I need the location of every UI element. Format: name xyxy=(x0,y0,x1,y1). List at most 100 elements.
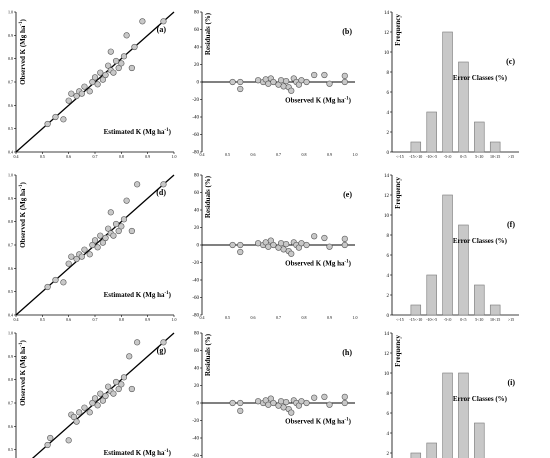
data-point xyxy=(120,374,128,381)
data-point xyxy=(139,18,146,25)
data-point xyxy=(78,253,85,260)
data-point xyxy=(283,399,290,406)
data-point xyxy=(120,53,128,60)
data-point xyxy=(94,244,101,251)
data-point xyxy=(110,69,117,76)
y-tick-label: 0.7 xyxy=(8,243,13,248)
data-point xyxy=(65,437,72,444)
data-point xyxy=(115,227,122,235)
x-tick-label: >15 xyxy=(508,317,514,322)
y-tick-label: 8 xyxy=(387,234,390,239)
data-point xyxy=(76,409,83,416)
data-point xyxy=(270,78,277,86)
data-point xyxy=(102,71,109,79)
y-tick-label: 1.0 xyxy=(8,10,13,15)
x-tick-label: 0.6 xyxy=(66,317,71,322)
data-point xyxy=(237,399,244,407)
y-tick-label: -20 xyxy=(192,419,199,424)
data-point xyxy=(134,181,141,188)
data-point xyxy=(97,390,104,397)
y-axis-label: Observed K (Mg ha-1) xyxy=(19,18,27,84)
y-tick-label: 14 xyxy=(384,332,390,337)
panel-label: (c) xyxy=(506,57,515,66)
data-point xyxy=(326,80,333,87)
panel-label: (f) xyxy=(507,220,515,229)
x-tick-label: 1.0 xyxy=(353,152,358,157)
y-tick-label: 0 xyxy=(387,151,390,156)
x-tick-label: 0.9 xyxy=(327,152,332,157)
y-tick-label: 0.6 xyxy=(8,424,13,429)
y-tick-label: 20 xyxy=(194,63,200,68)
y-tick-label: 12 xyxy=(384,194,390,199)
x-axis-label: Estimated K (Mg ha-1) xyxy=(104,291,172,299)
y-tick-label: 14 xyxy=(384,174,390,179)
bar xyxy=(410,141,422,153)
x-axis-label: Observed K (Mg ha-1) xyxy=(285,97,351,105)
bar xyxy=(458,224,469,316)
y-tick-label: 0.8 xyxy=(8,377,13,382)
x-axis-label: Estimated K (Mg ha-1) xyxy=(104,128,172,136)
panel-label: (i) xyxy=(507,378,515,387)
x-tick-label: 0.7 xyxy=(276,315,281,320)
data-point xyxy=(341,78,348,86)
y-tick-label: -60 xyxy=(192,454,199,458)
data-point xyxy=(123,197,130,204)
y-axis-label: Frequency xyxy=(394,177,402,209)
data-point xyxy=(128,385,135,393)
panel-c: 0 2 4 6 8 10 12 14 <-15 -15<-10 -10<-5 -5<0 0<5 5<10 1… xyxy=(384,11,519,159)
data-point xyxy=(126,353,133,360)
data-point xyxy=(283,78,290,85)
y-tick-label: 4 xyxy=(387,432,390,437)
y-tick-label: 0.4 xyxy=(8,150,13,155)
y-tick-label: -40 xyxy=(192,279,199,284)
y-tick-label: 20 xyxy=(194,226,200,231)
y-tick-label: 0.8 xyxy=(8,219,13,224)
y-tick-label: 1.0 xyxy=(8,331,13,336)
x-tick-label: 0.7 xyxy=(276,152,281,157)
y-tick-label: 10 xyxy=(384,51,390,56)
x-tick-label: -15<-10 xyxy=(409,317,422,322)
data-point xyxy=(280,83,287,90)
y-tick-label: 0.5 xyxy=(8,126,13,131)
x-tick-label: 0.4 xyxy=(200,315,205,320)
y-tick-label: 2 xyxy=(387,294,390,299)
bar xyxy=(426,111,437,153)
x-tick-label: 0.9 xyxy=(145,317,150,322)
y-tick-label: -80 xyxy=(192,151,199,156)
y-tick-label: 10 xyxy=(384,214,390,219)
data-point xyxy=(97,232,104,239)
data-point xyxy=(160,339,167,346)
bar xyxy=(410,304,422,316)
y-tick-label: 2 xyxy=(387,131,390,136)
data-point xyxy=(265,80,272,87)
data-point xyxy=(78,90,85,97)
data-point xyxy=(237,241,244,249)
y-tick-label: 1.0 xyxy=(8,173,13,178)
x-tick-label: 0.6 xyxy=(251,152,256,157)
data-point xyxy=(120,216,128,223)
y-tick-label: 60 xyxy=(194,28,200,33)
data-point xyxy=(321,234,328,242)
data-point xyxy=(97,69,104,76)
y-tick-label: -40 xyxy=(192,116,199,121)
y-tick-label: 8 xyxy=(387,392,390,397)
data-point xyxy=(283,241,290,248)
data-point xyxy=(280,404,287,411)
data-point xyxy=(89,241,96,249)
x-tick-label: 0.6 xyxy=(66,154,71,159)
data-point xyxy=(44,120,51,128)
bar xyxy=(474,284,485,316)
x-axis-label: Error Classes (%) xyxy=(453,395,508,403)
x-tick-label: 0<5 xyxy=(460,317,466,322)
y-tick-label: 4 xyxy=(387,274,390,279)
x-tick-label: 0.6 xyxy=(251,315,256,320)
x-tick-label: -5<0 xyxy=(444,317,452,322)
y-tick-label: 0.9 xyxy=(8,354,13,359)
y-tick-label: 0.4 xyxy=(8,313,13,318)
data-point xyxy=(52,113,59,121)
data-point xyxy=(89,399,96,407)
x-tick-label: 5<10 xyxy=(475,154,483,159)
data-point xyxy=(105,62,112,69)
data-point xyxy=(102,392,109,400)
data-point xyxy=(99,239,106,246)
